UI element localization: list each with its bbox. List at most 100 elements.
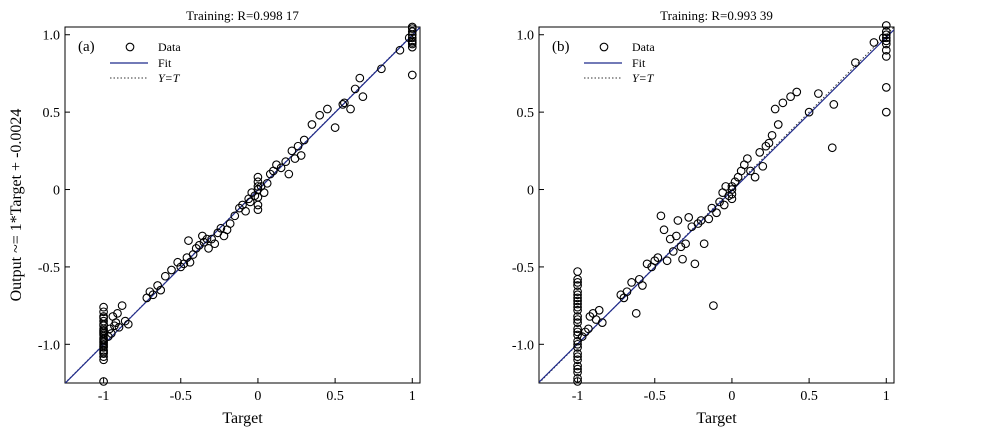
chart-a-data-point bbox=[281, 157, 291, 167]
chart-a-data-point bbox=[245, 197, 255, 207]
chart-a-data-point bbox=[358, 92, 368, 102]
chart-b-data-point bbox=[642, 259, 652, 269]
chart-a-data-point bbox=[204, 243, 213, 253]
chart-a-data-point bbox=[407, 27, 417, 36]
chart-a-data-point bbox=[191, 243, 201, 253]
chart-a-data-point bbox=[216, 223, 226, 233]
chart-a-x-tick-label: -1 bbox=[98, 389, 110, 404]
chart-a-data-point bbox=[346, 104, 355, 114]
chart-b-data-point bbox=[712, 208, 721, 218]
chart-a-data-point bbox=[407, 70, 417, 80]
chart-b-data-point bbox=[573, 361, 582, 371]
chart-a-data-point bbox=[395, 45, 405, 55]
chart-a-y-tick-label: -1.0 bbox=[38, 338, 60, 353]
chart-b-data-point bbox=[594, 305, 604, 315]
chart-b-data-point bbox=[573, 336, 582, 346]
chart-b-data-point bbox=[814, 89, 823, 98]
chart-b-data-point bbox=[727, 182, 737, 191]
chart-a-data-point bbox=[330, 123, 340, 132]
chart-a-data-point bbox=[113, 308, 122, 318]
chart-b-data-point bbox=[746, 166, 755, 176]
chart-b-data-point bbox=[881, 83, 891, 92]
chart-a-data-point bbox=[262, 178, 272, 188]
chart-b-data-point bbox=[573, 290, 582, 300]
chart-b-data-point bbox=[827, 143, 837, 153]
chart-a-title: Training: R=0.998 17 bbox=[186, 8, 299, 23]
chart-a-data-point bbox=[148, 290, 158, 300]
chart-b-data-point bbox=[727, 194, 737, 204]
chart-b-data-point bbox=[707, 203, 717, 213]
chart-b-data-point bbox=[804, 107, 814, 117]
chart-b-data-point bbox=[829, 100, 839, 109]
chart-b-data-point bbox=[659, 225, 669, 235]
chart-b-y-tick-label: 0 bbox=[527, 184, 534, 199]
chart-b-data-point bbox=[573, 374, 582, 383]
chart-a-data-point bbox=[315, 110, 325, 120]
chart-a-data-point bbox=[99, 341, 108, 351]
chart-b-data-point bbox=[653, 253, 663, 262]
chart-a-data-point bbox=[99, 338, 108, 348]
chart-b-data-point bbox=[881, 30, 891, 40]
chart-b-data-point bbox=[704, 214, 714, 224]
chart-a-legend-identity-label: Y=T bbox=[158, 71, 181, 85]
chart-b-data-point bbox=[573, 315, 582, 324]
chart-b-data-point bbox=[764, 138, 774, 148]
chart-a-data-point bbox=[153, 281, 162, 290]
chart-b-data-point bbox=[573, 299, 582, 309]
chart-b-data-point bbox=[573, 278, 582, 287]
chart-a-y-tick-label: 0 bbox=[53, 184, 60, 199]
chart-a-data-point bbox=[117, 301, 127, 310]
chart-b-data-point bbox=[573, 355, 582, 365]
chart-a-y-tick-label: -0.5 bbox=[38, 261, 60, 276]
chart-b-data-point bbox=[778, 98, 788, 108]
chart-a-data-point bbox=[225, 219, 235, 228]
chart-b-data-point bbox=[678, 254, 687, 264]
chart-b-legend-identity-label: Y=T bbox=[632, 71, 655, 85]
chart-b-data-point bbox=[573, 330, 582, 340]
chart-b-data-point bbox=[767, 130, 777, 140]
chart-b-legend-fit-label: Fit bbox=[632, 56, 646, 70]
chart-a-data-point bbox=[276, 163, 286, 173]
chart-a-data-point bbox=[156, 285, 166, 295]
chart-a-data-point bbox=[114, 322, 124, 332]
chart-b-data-point bbox=[881, 36, 891, 46]
chart-b-y-tick-label: -0.5 bbox=[512, 261, 534, 276]
chart-b-title: Training: R=0.993 39 bbox=[660, 8, 773, 23]
chart-b-data-point bbox=[770, 104, 780, 114]
chart-b-data-point bbox=[638, 281, 647, 290]
chart-b-data-point bbox=[715, 197, 724, 207]
chart-b-data-point bbox=[597, 318, 607, 327]
chart-a-legend-data-marker bbox=[125, 42, 135, 52]
chart-a-legend-fit-label: Fit bbox=[158, 56, 172, 70]
chart-a-data-point bbox=[323, 104, 332, 114]
chart-a-data-point bbox=[99, 302, 108, 312]
chart-a-data-point bbox=[296, 151, 306, 160]
chart-b-data-point bbox=[573, 287, 582, 297]
chart-b-y-tick-label: 0.5 bbox=[517, 106, 535, 121]
chart-b-data-point bbox=[573, 318, 582, 327]
chart-a-data-point bbox=[173, 257, 183, 267]
chart-a-y-tick-label: 0.5 bbox=[43, 106, 61, 121]
chart-a-data-point bbox=[105, 324, 115, 334]
chart-b-data-point bbox=[573, 305, 582, 315]
chart-b-data-point bbox=[656, 211, 666, 221]
scatter-chart-a: Training: R=0.998 17 -1 -0.5 0 0.5 1 -1.0 -0.5 0… bbox=[8, 8, 421, 427]
chart-b-data-point bbox=[573, 377, 582, 386]
chart-b-panel-label: (b) bbox=[552, 39, 570, 55]
chart-b-data-point bbox=[650, 256, 660, 266]
chart-b-data-point bbox=[786, 92, 795, 102]
chart-b-data-point bbox=[851, 58, 860, 67]
chart-b-data-point bbox=[584, 324, 593, 334]
chart-a-x-axis-label: Target bbox=[222, 410, 263, 427]
chart-b-data-point bbox=[627, 278, 636, 287]
chart-a-data-point bbox=[293, 141, 303, 151]
chart-a-data-point bbox=[338, 100, 348, 109]
chart-a-data-point bbox=[259, 188, 269, 197]
chart-b-data-point bbox=[881, 27, 891, 36]
chart-a-data-point bbox=[120, 316, 130, 326]
chart-b-data-point bbox=[881, 52, 891, 61]
chart-b-data-point bbox=[755, 148, 765, 157]
chart-a-data-point bbox=[99, 319, 108, 329]
chart-b-data-point bbox=[573, 267, 582, 276]
chart-b-x-tick-label: 0 bbox=[728, 389, 735, 404]
